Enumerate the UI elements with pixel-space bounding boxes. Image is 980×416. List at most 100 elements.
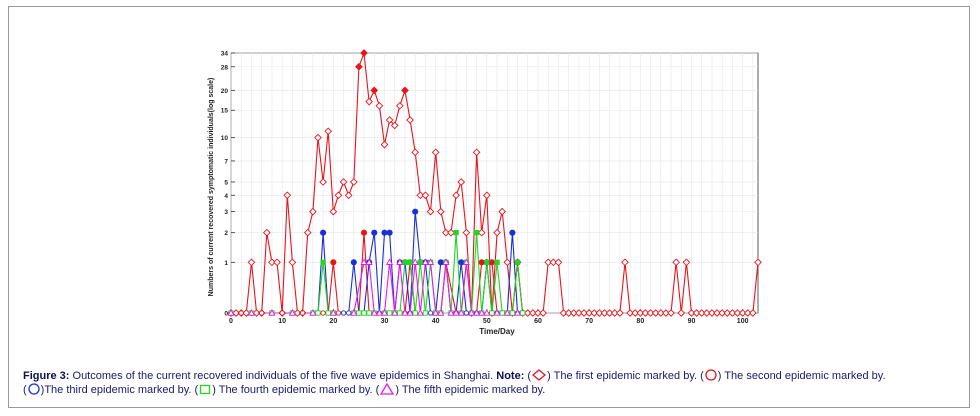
data-point-diamond bbox=[319, 178, 327, 186]
circle-marker-blue-icon bbox=[28, 383, 40, 395]
data-point-circle bbox=[330, 259, 337, 266]
data-point-triangle bbox=[421, 258, 429, 265]
data-point-diamond bbox=[482, 191, 491, 200]
data-point-triangle bbox=[391, 309, 399, 316]
data-point-diamond bbox=[564, 309, 573, 317]
data-point-square bbox=[494, 259, 500, 265]
data-point-diamond bbox=[314, 133, 322, 142]
data-point-circle bbox=[488, 259, 495, 266]
data-point-triangle bbox=[416, 309, 424, 316]
data-point-diamond bbox=[416, 191, 425, 200]
data-point-triangle bbox=[437, 309, 445, 316]
caption-label: Figure 3: bbox=[23, 370, 70, 382]
data-point-diamond bbox=[242, 309, 251, 317]
data-point-diamond bbox=[436, 207, 445, 216]
data-point-diamond bbox=[324, 127, 333, 136]
data-point-circle bbox=[437, 259, 444, 266]
data-point-circle bbox=[259, 310, 265, 316]
data-point-diamond bbox=[667, 309, 675, 317]
data-point-diamond bbox=[472, 148, 481, 157]
data-point-diamond bbox=[447, 228, 455, 237]
data-point-diamond bbox=[687, 309, 696, 317]
x-tick-label: 20 bbox=[329, 318, 337, 325]
data-point-diamond bbox=[631, 309, 640, 317]
data-point-diamond bbox=[754, 258, 762, 267]
data-point-circle bbox=[279, 310, 285, 316]
data-point-square bbox=[412, 310, 418, 316]
data-point-circle bbox=[350, 259, 357, 266]
y-tick-label: 3 bbox=[224, 209, 228, 216]
data-point-diamond bbox=[554, 258, 563, 267]
data-point-triangle bbox=[493, 309, 501, 316]
data-point-diamond bbox=[375, 101, 384, 110]
data-point-diamond bbox=[273, 258, 281, 267]
data-point-diamond bbox=[334, 191, 343, 200]
data-point-circle bbox=[478, 259, 485, 266]
data-point-diamond bbox=[365, 97, 373, 106]
data-point-circle bbox=[320, 229, 327, 236]
data-point-circle bbox=[346, 310, 352, 316]
caption-paren: ( bbox=[524, 370, 532, 382]
data-point-triangle bbox=[513, 309, 522, 316]
data-point-square bbox=[519, 310, 526, 316]
data-point-diamond bbox=[697, 309, 706, 317]
y-tick-label: 28 bbox=[221, 64, 229, 71]
data-point-diamond bbox=[262, 228, 271, 237]
data-point-diamond bbox=[431, 148, 440, 157]
data-point-diamond bbox=[636, 309, 645, 317]
data-point-triangle bbox=[329, 309, 337, 316]
data-point-diamond bbox=[749, 309, 757, 317]
data-point-diamond bbox=[283, 191, 292, 200]
data-point-diamond bbox=[442, 228, 450, 237]
data-point-triangle bbox=[370, 309, 378, 316]
data-point-triangle bbox=[350, 309, 358, 316]
data-point-square bbox=[489, 310, 495, 316]
data-point-square bbox=[325, 310, 331, 316]
data-point-circle bbox=[427, 310, 434, 316]
data-point-diamond bbox=[610, 309, 619, 317]
data-point-triangle bbox=[503, 309, 511, 316]
data-point-diamond bbox=[743, 309, 752, 317]
x-tick-label: 90 bbox=[688, 318, 696, 325]
data-point-triangle bbox=[288, 309, 296, 316]
data-point-diamond bbox=[544, 258, 553, 267]
figure-frame: 0 10 20 30 40 50 60 70 80 90 100 0 1 2 3 4 5 7 10 15 20 28 34 … bbox=[8, 6, 970, 408]
data-point-diamond bbox=[529, 309, 537, 317]
data-point-circle bbox=[335, 310, 342, 316]
caption-third: )The third epidemic marked by. ( bbox=[40, 384, 199, 396]
data-point-diamond bbox=[344, 191, 353, 200]
data-point-diamond bbox=[380, 140, 389, 149]
data-point-triangle bbox=[375, 309, 383, 316]
data-point-square bbox=[407, 259, 413, 265]
data-point-diamond bbox=[708, 309, 716, 317]
data-point-triangle bbox=[247, 309, 256, 316]
data-point-diamond bbox=[401, 86, 409, 95]
data-point-circle bbox=[463, 310, 470, 316]
data-point-triangle bbox=[462, 258, 470, 265]
data-point-diamond bbox=[616, 309, 624, 317]
y-tick-label: 0 bbox=[224, 311, 228, 318]
data-point-triangle bbox=[467, 309, 476, 316]
data-point-diamond bbox=[626, 309, 634, 317]
data-point-triangle bbox=[432, 309, 440, 316]
data-point-diamond bbox=[268, 258, 276, 267]
data-point-diamond bbox=[355, 62, 363, 71]
data-point-triangle bbox=[426, 258, 435, 265]
data-point-triangle bbox=[401, 309, 409, 316]
data-point-square bbox=[402, 259, 408, 265]
data-point-diamond bbox=[646, 309, 655, 317]
data-point-diamond bbox=[728, 309, 737, 317]
data-point-square bbox=[397, 310, 403, 316]
note-label: Note: bbox=[496, 370, 525, 382]
data-point-triangle bbox=[473, 309, 481, 316]
data-point-square bbox=[484, 259, 490, 265]
series-layer bbox=[227, 49, 762, 317]
y-tick-label: 15 bbox=[221, 108, 229, 115]
x-tick-label: 60 bbox=[534, 318, 542, 325]
data-point-triangle bbox=[309, 309, 317, 316]
data-point-diamond bbox=[692, 309, 701, 317]
data-point-diamond bbox=[651, 309, 660, 317]
data-point-diamond bbox=[293, 309, 302, 317]
caption-second: ) The second epidemic marked by. bbox=[717, 370, 886, 382]
data-point-diamond bbox=[252, 309, 261, 317]
